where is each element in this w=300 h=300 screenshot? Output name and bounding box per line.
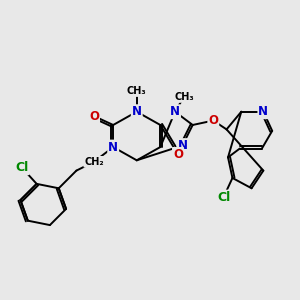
Text: CH₂: CH₂ xyxy=(84,157,104,167)
Text: O: O xyxy=(208,114,218,127)
Text: N: N xyxy=(170,105,180,118)
Text: N: N xyxy=(108,141,118,154)
Text: CH₃: CH₃ xyxy=(174,92,194,102)
Text: N: N xyxy=(258,105,268,118)
Text: CH₃: CH₃ xyxy=(127,86,147,96)
Text: Cl: Cl xyxy=(15,161,28,174)
Text: O: O xyxy=(173,148,183,161)
Text: Cl: Cl xyxy=(217,190,230,204)
Text: O: O xyxy=(89,110,99,123)
Text: N: N xyxy=(177,139,188,152)
Text: N: N xyxy=(132,105,142,118)
